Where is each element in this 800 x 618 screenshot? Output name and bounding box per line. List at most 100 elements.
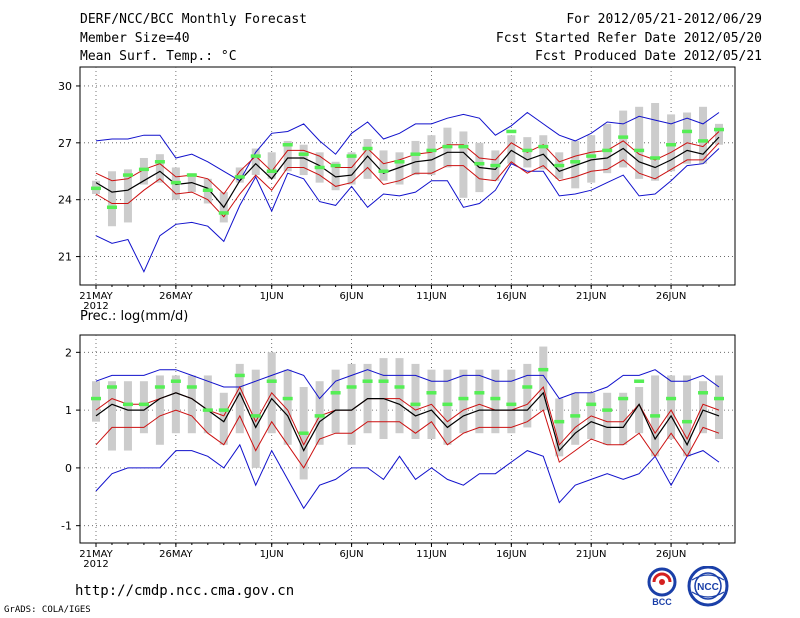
spread-box: [539, 346, 548, 411]
median-line: [95, 136, 720, 209]
x-tick-label: 21JUN: [576, 291, 606, 302]
spread-box: [203, 375, 212, 434]
x-tick-label: 16JUN: [496, 549, 526, 560]
spread-box: [715, 123, 723, 145]
x-tick-label: 11JUN: [416, 291, 446, 302]
x-tick-label: 21JUN: [576, 549, 606, 560]
spread-box: [283, 369, 292, 445]
y-tick-label: 24: [58, 194, 72, 207]
x-tick-label: 6JUN: [340, 549, 364, 560]
x-tick-label: 26JUN: [656, 291, 686, 302]
x-tick-label: 1JUN: [260, 291, 284, 302]
spread-box: [523, 363, 532, 428]
spread-box: [699, 106, 708, 164]
y-tick-label: 30: [58, 80, 72, 93]
x-tick-label: 21MAY: [79, 291, 113, 302]
lower-quartile-line: [95, 142, 720, 218]
spread-box: [363, 139, 372, 179]
max-line: [95, 369, 720, 400]
x-tick-label: 26MAY: [159, 549, 193, 560]
spread-box: [715, 375, 723, 439]
spread-box: [123, 169, 132, 223]
spread-box: [155, 154, 164, 183]
member-size-label: Member Size=40: [80, 31, 190, 46]
spread-box: [491, 369, 500, 434]
spread-box: [507, 135, 516, 164]
spread-box: [667, 114, 676, 172]
spread-box: [619, 392, 628, 445]
spread-box: [619, 110, 628, 168]
forecast-started-date: Fcst Started Refer Date 2012/05/20: [495, 31, 762, 46]
chart-title: DERF/NCC/BCC Monthly Forecast: [80, 12, 307, 27]
panel-title: Prec.: log(mm/d): [80, 309, 188, 324]
y-tick-label: 2: [65, 346, 72, 359]
x-tick-label: 26MAY: [159, 291, 193, 302]
forecast-produced-date: Fcst Produced Date 2012/05/21: [535, 49, 762, 64]
median-line: [95, 391, 720, 452]
spread-box: [411, 363, 420, 439]
spread-box: [571, 392, 580, 445]
spread-box: [92, 381, 100, 422]
spread-box: [395, 358, 404, 434]
x-tick-label: 16JUN: [496, 291, 526, 302]
plot-frame: [79, 66, 736, 286]
x-tick-label: 21MAY: [79, 549, 113, 560]
spread-box: [187, 375, 196, 434]
x-tick-year: 2012: [83, 559, 108, 570]
spread-box: [635, 387, 644, 434]
spread-box: [155, 375, 164, 445]
plot-frame: [79, 334, 736, 544]
spread-box: [635, 106, 644, 179]
spread-box: [395, 152, 404, 185]
x-tick-label: 11JUN: [416, 549, 446, 560]
grads-credit: GrADS: COLA/IGES: [4, 605, 91, 615]
ncc-logo-text: NCC: [697, 582, 719, 593]
spread-box: [299, 144, 308, 176]
spread-box: [107, 381, 116, 451]
spread-box: [267, 152, 276, 179]
spread-box: [443, 369, 452, 445]
spread-box: [603, 392, 612, 445]
spread-box: [123, 381, 132, 451]
ncc-logo: NCC: [687, 566, 729, 607]
spread-box: [315, 381, 324, 445]
spread-box: [683, 375, 692, 457]
spread-box: [411, 140, 420, 176]
y-tick-label: 0: [65, 462, 72, 475]
spread-box: [651, 103, 660, 181]
source-url[interactable]: http://cmdp.ncc.cma.gov.cn: [75, 583, 295, 599]
spread-box: [235, 363, 244, 434]
spread-box: [107, 171, 116, 227]
spread-box: [683, 112, 692, 164]
forecast-period: For 2012/05/21-2012/06/29: [566, 12, 762, 27]
spread-box: [507, 369, 516, 434]
y-tick-label: 1: [65, 404, 72, 417]
spread-box: [555, 398, 564, 457]
x-tick-label: 6JUN: [340, 291, 364, 302]
spread-box: [347, 152, 356, 185]
spread-box: [571, 140, 580, 189]
x-tick-label: 26JUN: [656, 549, 686, 560]
min-line: [95, 148, 720, 273]
spread-box: [283, 140, 292, 172]
spread-box: [475, 369, 484, 434]
spread-box: [251, 148, 260, 176]
bcc-logo-text: BCC: [652, 597, 672, 607]
y-tick-label: 27: [58, 137, 72, 150]
spread-box: [331, 369, 340, 434]
variable-label: Mean Surf. Temp.: °C: [80, 49, 237, 64]
spread-box: [459, 131, 468, 198]
spread-box: [699, 381, 708, 434]
spread-box: [539, 135, 548, 170]
upper-quartile-line: [95, 131, 720, 195]
spread-box: [427, 135, 436, 176]
spread-box: [603, 123, 612, 174]
bcc-logo: BCC: [647, 567, 677, 607]
spread-box: [251, 369, 260, 468]
spread-box: [139, 381, 148, 434]
spread-box: [219, 392, 228, 445]
min-line: [95, 443, 720, 510]
